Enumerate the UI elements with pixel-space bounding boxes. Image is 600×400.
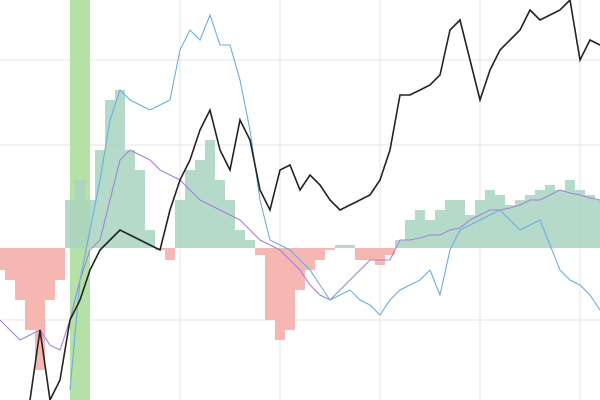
histogram-bar: [125, 150, 135, 248]
histogram-bar: [0, 248, 5, 270]
histogram-bar: [55, 248, 65, 280]
histogram-bar: [325, 248, 335, 250]
histogram-bar: [405, 220, 415, 248]
histogram-bar: [5, 248, 15, 280]
histogram-bar: [145, 230, 155, 248]
histogram-bar: [75, 180, 85, 248]
histogram-bar: [245, 240, 255, 248]
histogram-bar: [535, 190, 545, 248]
histogram-bar: [205, 140, 215, 248]
histogram-bar: [435, 210, 445, 248]
histogram-bar: [455, 200, 465, 248]
histogram-bar: [185, 170, 195, 248]
histogram-bar: [15, 248, 25, 300]
histogram-bar: [135, 170, 145, 248]
histogram-bar: [365, 248, 375, 260]
histogram-bar: [545, 185, 555, 248]
histogram-bar: [335, 245, 345, 248]
histogram-bar: [175, 200, 185, 248]
histogram-bar: [95, 150, 105, 248]
histogram-bar: [575, 190, 585, 248]
histogram-bar: [115, 90, 125, 248]
histogram-bar: [485, 190, 495, 248]
series-line: [69, 13, 600, 391]
histogram-bar: [195, 160, 205, 248]
histogram-bar: [385, 248, 395, 255]
histogram-bar: [375, 248, 385, 265]
histogram-bar: [285, 248, 295, 330]
histogram-bar: [105, 100, 115, 248]
histogram-bar: [585, 195, 595, 248]
histogram-bar: [465, 215, 475, 248]
histogram-bar: [525, 195, 535, 248]
histogram-bar: [215, 180, 225, 248]
histogram-bar: [415, 210, 425, 248]
histogram-bar: [235, 230, 245, 248]
histogram-bar: [65, 200, 75, 248]
histogram-bar: [295, 248, 305, 290]
series-line: [29, 0, 600, 400]
histogram-bar: [275, 248, 285, 340]
histogram-bar: [505, 205, 515, 248]
histogram-bar: [445, 200, 455, 248]
histogram-bar: [315, 248, 325, 260]
histogram-bar: [345, 245, 355, 248]
histogram-bar: [265, 248, 275, 320]
histogram-bar: [515, 200, 525, 248]
histogram-bar: [255, 248, 265, 255]
histogram-bar: [25, 248, 35, 330]
histogram-bar: [165, 248, 175, 260]
histogram-bar: [225, 200, 235, 248]
histogram-bar: [355, 248, 365, 260]
histogram-bar: [495, 195, 505, 248]
histogram-bar: [425, 220, 435, 248]
histogram-bar: [45, 248, 55, 300]
histogram-bar: [595, 200, 600, 248]
histogram-bar: [565, 180, 575, 248]
histogram-bar: [475, 200, 485, 248]
histogram-bar: [395, 240, 405, 248]
histogram-bar: [35, 248, 45, 370]
histogram-bar: [555, 190, 565, 248]
histogram-bar: [305, 248, 315, 270]
histogram-bar: [85, 200, 95, 248]
